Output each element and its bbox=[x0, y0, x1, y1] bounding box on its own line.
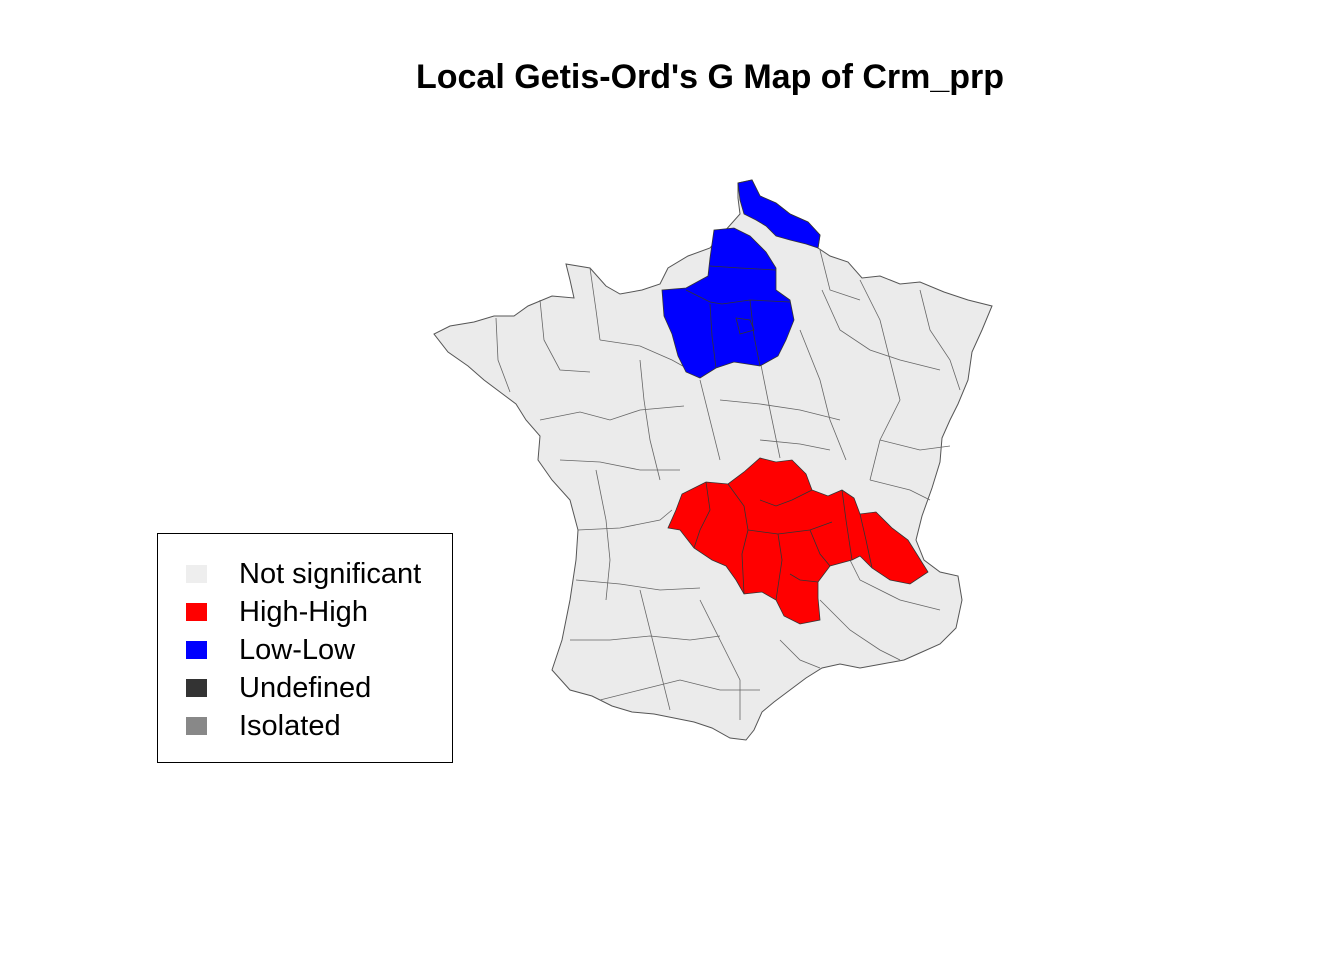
legend-label: Undefined bbox=[239, 671, 372, 704]
map-legend: Not significant High-High Low-Low Undefi… bbox=[157, 533, 453, 763]
legend-label: Isolated bbox=[239, 709, 341, 742]
legend-swatch-not-significant bbox=[186, 565, 207, 583]
legend-label: Not significant bbox=[239, 557, 422, 590]
low-low-borders bbox=[685, 265, 791, 369]
legend-item-low-low: Low-Low bbox=[186, 631, 355, 669]
department-borders bbox=[495, 249, 961, 720]
map-title: Local Getis-Ord's G Map of Crm_prp bbox=[415, 58, 1005, 96]
legend-item-undefined: Undefined bbox=[186, 669, 371, 707]
legend-item-isolated: Isolated bbox=[186, 707, 341, 745]
high-high-cluster bbox=[667, 457, 929, 625]
legend-swatch-undefined bbox=[186, 679, 207, 697]
legend-label: High-High bbox=[239, 595, 368, 628]
legend-swatch-low-low bbox=[186, 641, 207, 659]
legend-swatch-isolated bbox=[186, 717, 207, 735]
low-low-cluster bbox=[737, 179, 821, 249]
legend-item-not-significant: Not significant bbox=[186, 555, 421, 593]
high-high-borders bbox=[693, 481, 873, 601]
france-outline bbox=[433, 179, 993, 741]
legend-item-high-high: High-High bbox=[186, 593, 368, 631]
legend-swatch-high-high bbox=[186, 603, 207, 621]
legend-label: Low-Low bbox=[239, 633, 356, 666]
